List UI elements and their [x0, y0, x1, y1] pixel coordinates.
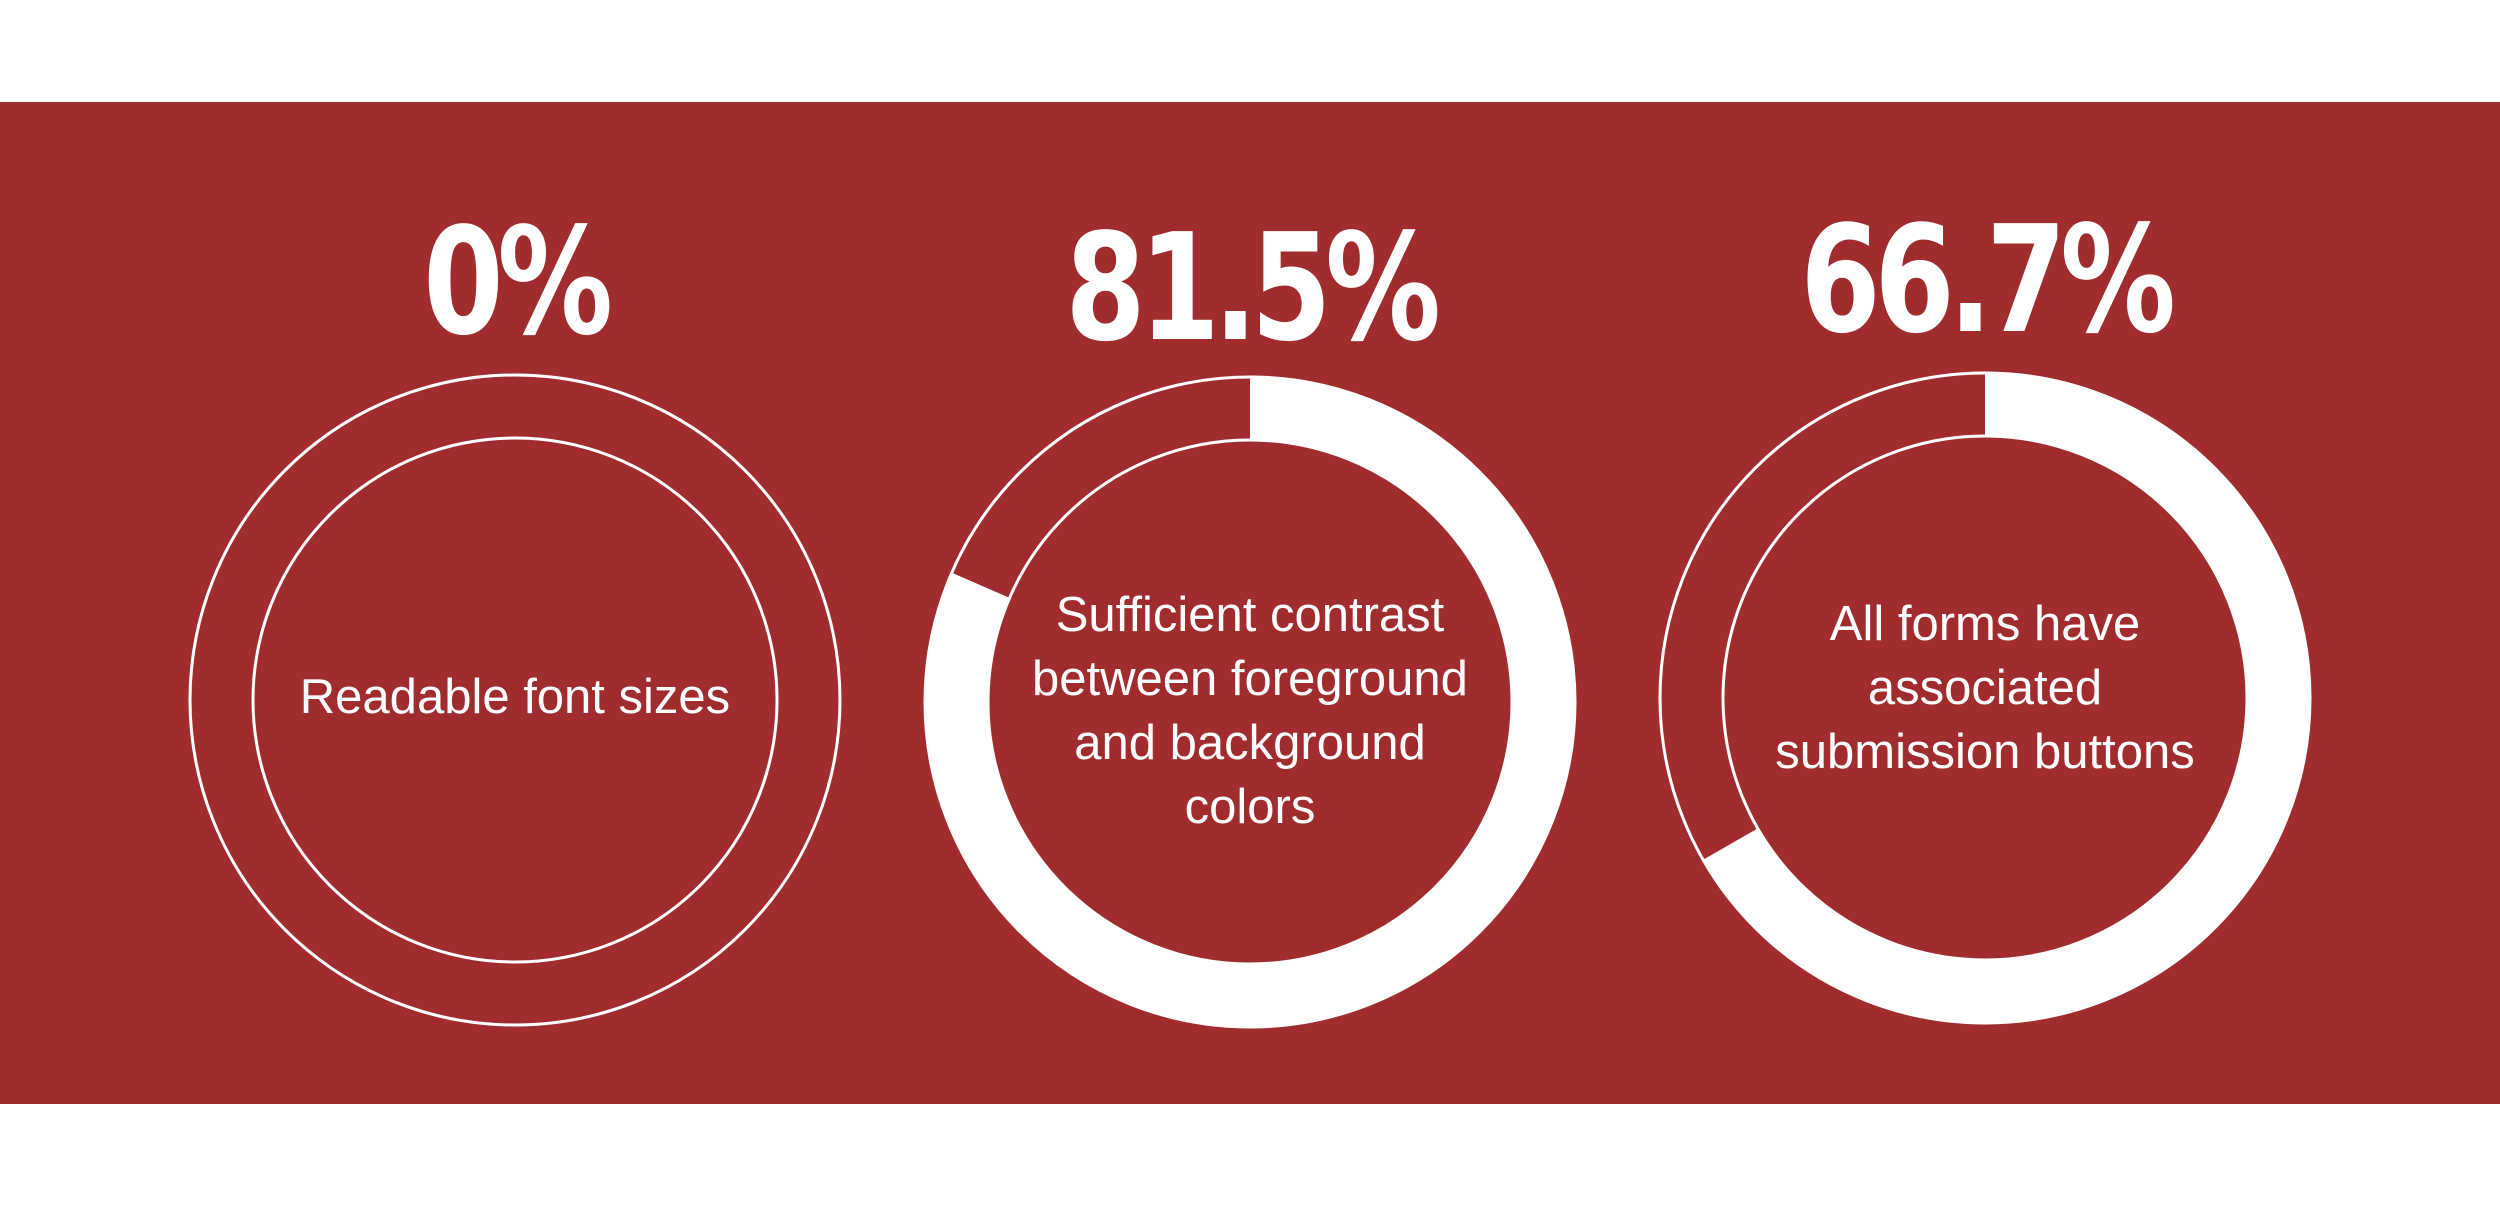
stat-sufficient-contrast: 81.5% Sufficient contrast between foregr…: [870, 102, 1630, 1104]
donut-chart: [923, 375, 1577, 1029]
ring-inner-outline: [251, 436, 779, 964]
stat-forms-submission: 66.7% All forms have associated submissi…: [1605, 102, 2365, 1104]
donut-progress-arc: [925, 377, 1575, 1027]
ring-outer-outline: [188, 373, 842, 1027]
stat-label: Readable font sizes: [299, 670, 731, 724]
stat-value: 0%: [423, 196, 613, 368]
stats-banner: 0% Readable font sizes 81.5% Sufficient …: [0, 102, 2500, 1104]
stat-value: 81.5%: [1065, 202, 1441, 374]
stat-label: All forms have associated submission but…: [1775, 597, 2195, 779]
donut-chart: [188, 373, 842, 1027]
stat-value: 66.7%: [1800, 194, 2176, 366]
donut-progress-arc: [1660, 373, 2310, 1023]
stat-label: Sufficient contrast between foreground a…: [1032, 588, 1468, 834]
donut-chart: [1658, 371, 2312, 1025]
stat-readable-font-sizes: 0% Readable font sizes: [135, 102, 895, 1104]
